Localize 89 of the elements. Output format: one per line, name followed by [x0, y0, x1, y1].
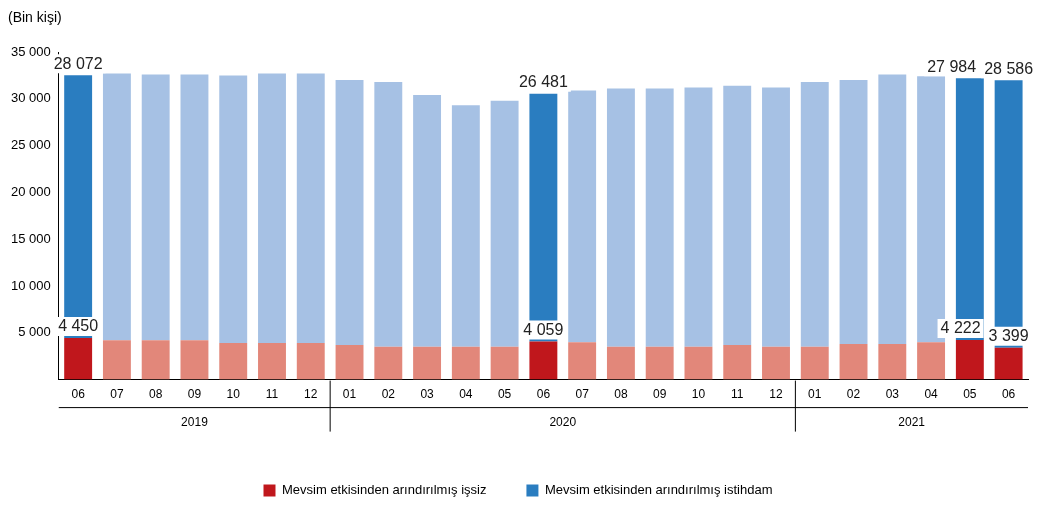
x-tick-label: 03 — [420, 387, 435, 402]
x-tick-label: 02 — [846, 387, 861, 402]
x-tick-label: 04 — [924, 387, 939, 402]
bar — [141, 340, 170, 380]
x-tick-label: 07 — [575, 387, 590, 402]
y-axis-title: (Bin kişi) — [8, 8, 62, 25]
x-tick-label: 09 — [187, 387, 202, 402]
bar — [800, 81, 829, 347]
bar — [839, 344, 868, 380]
bar — [839, 80, 868, 345]
bar — [413, 346, 442, 380]
text: 2021 — [898, 414, 926, 429]
x-tick-label: 12 — [769, 387, 783, 402]
bar — [451, 105, 480, 347]
x-tick-label: 02 — [381, 387, 396, 402]
bar — [762, 87, 790, 347]
bar — [878, 344, 907, 380]
bar — [955, 78, 984, 341]
y-tick-label: 20 000 — [11, 183, 51, 199]
x-tick-label: 11 — [265, 387, 279, 402]
data-label: 26 481 — [518, 73, 568, 91]
bar — [645, 346, 674, 380]
bar — [219, 75, 248, 344]
data-label: 3 399 — [988, 327, 1029, 345]
data-label: 4 059 — [523, 321, 564, 339]
bar — [800, 346, 829, 380]
x-tick-label: 04 — [459, 387, 473, 402]
x-tick-label: 09 — [653, 387, 667, 402]
bar — [762, 346, 790, 380]
data-label: 28 586 — [984, 59, 1034, 77]
x-tick-label: 03 — [885, 387, 900, 402]
bar — [413, 95, 442, 347]
bar — [955, 340, 984, 380]
x-tick-label: 12 — [304, 387, 318, 402]
x-tick-label: 07 — [110, 387, 124, 402]
bar — [723, 344, 752, 380]
y-tick-label: 35 000 — [11, 43, 51, 59]
bar — [684, 87, 713, 347]
x-tick-label: 08 — [614, 387, 628, 402]
y-tick-label: 10 000 — [11, 277, 51, 293]
legend-label: Mevsim etkisinden arındırılmış işsiz — [282, 482, 487, 498]
x-tick-label: 10 — [691, 387, 706, 402]
data-label: 28 072 — [53, 54, 103, 72]
x-tick-label: 01 — [808, 387, 822, 402]
bar — [180, 74, 209, 341]
bar — [374, 346, 403, 380]
y-tick-label: 25 000 — [11, 137, 51, 153]
x-tick-label: 05 — [497, 387, 512, 402]
bar — [296, 343, 325, 380]
bar — [335, 344, 364, 380]
bar — [219, 343, 248, 380]
x-tick-label: 05 — [963, 387, 977, 402]
bar — [568, 90, 597, 343]
text: 2020 — [549, 414, 577, 429]
bar — [296, 73, 325, 344]
x-tick-label: 01 — [342, 387, 357, 402]
bar — [102, 340, 131, 380]
bar — [606, 88, 635, 347]
bar — [180, 340, 209, 380]
bar — [878, 74, 907, 345]
bar — [490, 346, 519, 380]
text: 2019 — [181, 414, 209, 429]
x-tick-label: 06 — [1001, 387, 1016, 402]
data-label: 4 450 — [58, 317, 99, 335]
y-tick-label: 5 000 — [18, 324, 51, 340]
x-tick-label: 10 — [226, 387, 241, 402]
bar — [917, 342, 946, 380]
data-label: 4 222 — [940, 319, 981, 337]
bar — [102, 73, 131, 341]
bar — [258, 73, 286, 344]
x-tick-label: 08 — [149, 387, 163, 402]
bar — [684, 346, 713, 380]
x-tick-label: 11 — [730, 387, 744, 402]
data-label: 27 984 — [927, 57, 977, 75]
bar — [723, 85, 752, 345]
bar — [335, 80, 364, 345]
legend-label: Mevsim etkisinden arındırılmış istihdam — [544, 482, 773, 498]
bar — [141, 74, 170, 341]
bar — [490, 100, 519, 347]
x-tick-label: 06 — [71, 387, 86, 402]
bar — [606, 346, 635, 380]
bar — [374, 81, 403, 347]
bar — [645, 88, 674, 347]
bar — [258, 343, 286, 380]
y-tick-label: 30 000 — [11, 90, 51, 106]
y-tick-label: 15 000 — [11, 230, 51, 246]
bar — [568, 342, 597, 380]
x-tick-label: 06 — [536, 387, 551, 402]
bar — [451, 346, 480, 380]
